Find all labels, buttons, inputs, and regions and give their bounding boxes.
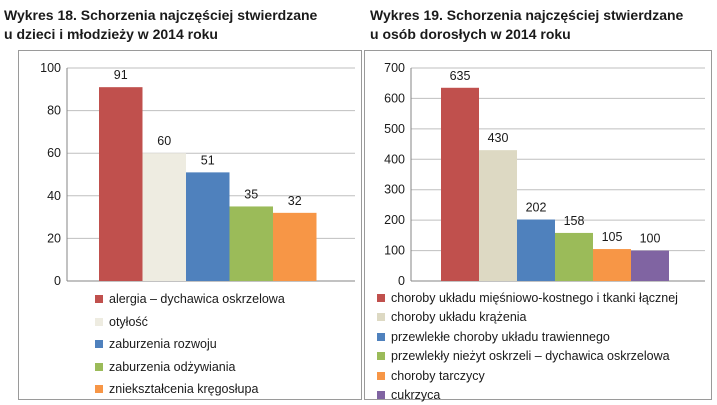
legend-label: choroby układu mięśniowo-kostnego i tkan… — [391, 290, 678, 305]
y-tick-label: 500 — [384, 122, 405, 136]
y-tick-label: 300 — [384, 183, 405, 197]
legend-swatch — [377, 313, 385, 322]
bar — [99, 87, 143, 281]
legend-item: przewlekłe choroby układu trawiennego — [377, 327, 678, 347]
chart2-panel: 0 100 200 300 400 500 600 700 635 430 202 158 105 100… — [364, 50, 712, 402]
legend-item: choroby układu krążenia — [377, 308, 678, 328]
bar — [441, 87, 479, 282]
chart2-title-line1: Wykres 19. Schorzenia najczęściej stwier… — [370, 7, 684, 23]
y-tick-label: 0 — [398, 274, 405, 286]
bar — [517, 219, 555, 281]
bar — [186, 172, 230, 281]
data-label: 35 — [244, 187, 258, 201]
bar — [631, 250, 669, 281]
legend-swatch — [377, 391, 385, 400]
bar — [142, 153, 186, 281]
legend-swatch — [95, 317, 103, 326]
data-label: 202 — [526, 201, 547, 215]
legend-swatch — [95, 385, 103, 394]
legend-label: zaburzenia rozwoju — [109, 337, 217, 352]
bar — [229, 206, 273, 281]
legend-label: cukrzyca — [391, 388, 441, 403]
chart2-title-line2: u osób dorosłych w 2014 roku — [370, 26, 571, 42]
y-tick-label: 20 — [47, 231, 61, 245]
legend-label: zaburzenia odżywiania — [109, 359, 236, 374]
y-tick-label: 100 — [384, 244, 405, 258]
legend-item: otyłość — [95, 311, 285, 334]
y-tick-label: 100 — [40, 61, 61, 75]
chart2-title: Wykres 19. Schorzenia najczęściej stwier… — [370, 6, 683, 44]
legend-item: zniekształcenia kręgosłupa — [95, 378, 285, 401]
legend-swatch — [377, 332, 385, 341]
data-label: 32 — [288, 194, 302, 208]
legend-label: choroby układu krążenia — [391, 310, 527, 325]
data-label: 158 — [564, 214, 585, 228]
bar — [479, 150, 517, 281]
chart2-legend: choroby układu mięśniowo-kostnego i tkan… — [377, 288, 678, 405]
legend-swatch — [377, 293, 385, 302]
y-tick-label: 80 — [47, 104, 61, 118]
legend-swatch — [95, 295, 103, 304]
legend-swatch — [95, 340, 103, 349]
legend-label: zniekształcenia kręgosłupa — [109, 382, 259, 397]
legend-label: choroby tarczycy — [391, 368, 485, 383]
data-label: 100 — [640, 232, 661, 246]
legend-swatch — [377, 352, 385, 361]
legend-label: przewlekłe choroby układu trawiennego — [391, 329, 610, 344]
bar — [555, 232, 593, 281]
chart2-plot: 0 100 200 300 400 500 600 700 635 430 202 158 105 100 — [384, 61, 705, 286]
legend-label: przewlekły nieżyt oskrzeli – dychawica o… — [391, 349, 670, 364]
y-tick-label: 400 — [384, 152, 405, 166]
y-tick-label: 0 — [54, 274, 61, 286]
y-tick-label: 600 — [384, 91, 405, 105]
data-label: 430 — [488, 131, 509, 145]
bar — [593, 249, 631, 281]
y-tick-label: 700 — [384, 61, 405, 75]
legend-item: choroby układu mięśniowo-kostnego i tkan… — [377, 288, 678, 308]
data-label: 635 — [450, 69, 471, 83]
chart1-title-line2: u dzieci i młodzieży w 2014 roku — [4, 26, 218, 42]
data-label: 91 — [114, 68, 128, 82]
legend-swatch — [377, 371, 385, 380]
chart1-panel: 0 20 40 60 80 100 91 60 51 35 32 alergia – dychawi… — [18, 50, 362, 400]
data-label: 105 — [602, 230, 623, 244]
chart1-title: Wykres 18. Schorzenia najczęściej stwier… — [4, 6, 317, 44]
chart1-legend: alergia – dychawica oskrzelowa otyłość zab… — [95, 288, 285, 401]
legend-label: alergia – dychawica oskrzelowa — [109, 292, 285, 307]
legend-item: przewlekły nieżyt oskrzeli – dychawica o… — [377, 347, 678, 367]
legend-item: zaburzenia rozwoju — [95, 333, 285, 356]
bar — [273, 212, 317, 281]
legend-item: cukrzyca — [377, 386, 678, 405]
data-label: 60 — [157, 134, 171, 148]
y-tick-label: 40 — [47, 189, 61, 203]
data-label: 51 — [201, 153, 215, 167]
y-tick-label: 60 — [47, 146, 61, 160]
legend-swatch — [95, 362, 103, 371]
chart1-title-line1: Wykres 18. Schorzenia najczęściej stwier… — [4, 7, 318, 23]
legend-item: choroby tarczycy — [377, 366, 678, 386]
y-tick-label: 200 — [384, 213, 405, 227]
legend-label: otyłość — [109, 314, 148, 329]
legend-item: zaburzenia odżywiania — [95, 356, 285, 379]
chart1-plot: 0 20 40 60 80 100 91 60 51 35 32 — [40, 61, 355, 286]
legend-item: alergia – dychawica oskrzelowa — [95, 288, 285, 311]
